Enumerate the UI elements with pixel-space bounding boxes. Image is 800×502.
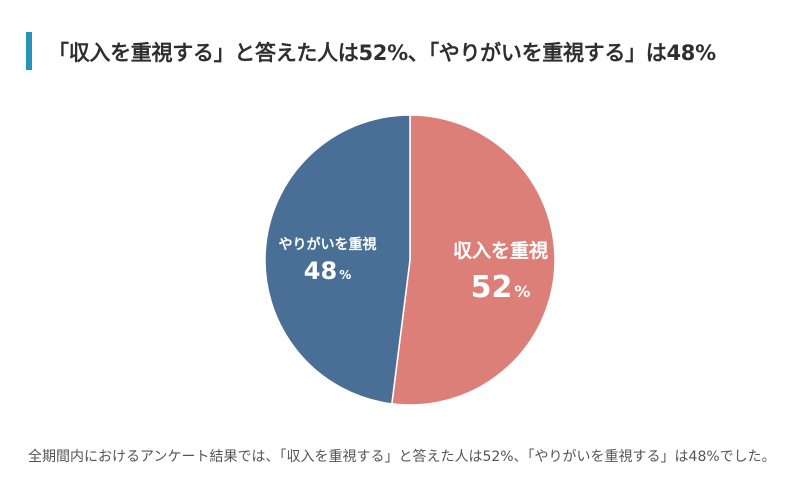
pie-slice-fulfillment [264, 114, 411, 405]
pie-slice-income [390, 114, 556, 406]
slice-value-income: 52% [471, 270, 531, 305]
pie-chart: 収入を重視 52 % やりがいを重視 48% [264, 114, 556, 406]
section-heading: 「収入を重視する」と答えた人は52%、「やりがいを重視する」は48% [26, 30, 786, 72]
slice-value-fulfillment: 48% [304, 257, 351, 285]
heading-accent-bar [26, 32, 32, 70]
slice-label-fulfillment: やりがいを重視 [279, 236, 377, 253]
slice-label-income: 収入を重視 [453, 239, 548, 262]
page-title: 「収入を重視する」と答えた人は52%、「やりがいを重視する」は48% [48, 41, 716, 65]
chart-caption: 全期間内におけるアンケート結果では、「収入を重視する」と答えた人は52%、「やり… [28, 449, 776, 465]
